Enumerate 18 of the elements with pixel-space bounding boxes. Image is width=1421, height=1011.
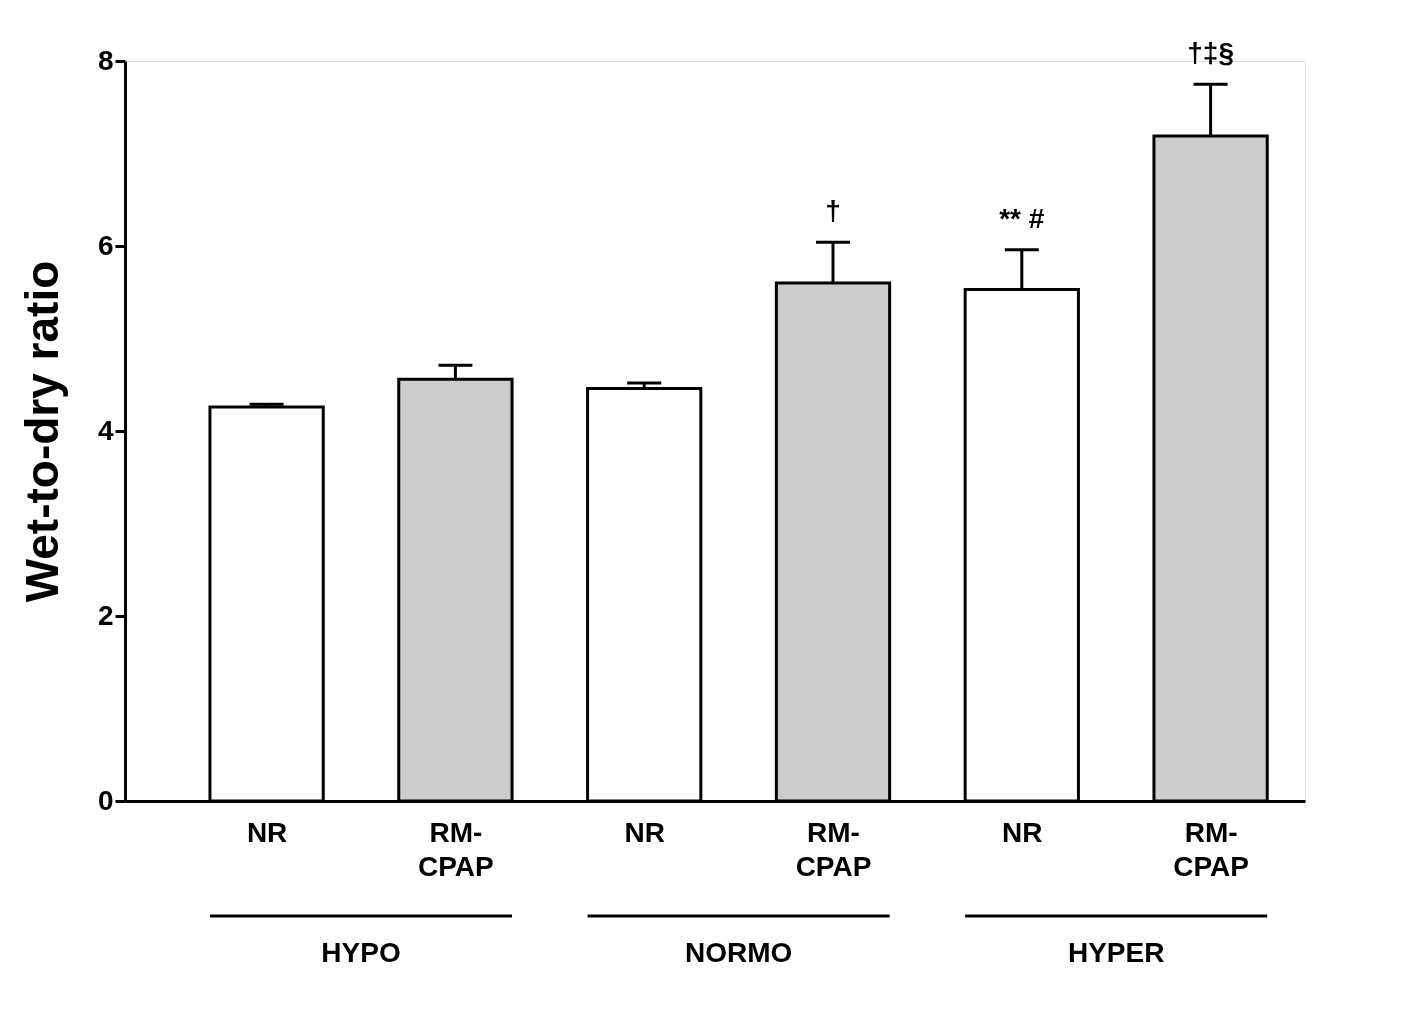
text: HYPO bbox=[321, 937, 401, 968]
x-tick-label: NR bbox=[1002, 816, 1043, 848]
y-axis-title: Wet-to-dry ratio bbox=[15, 260, 68, 603]
y-tick-label: 4 bbox=[97, 414, 114, 446]
y-tick-label: 6 bbox=[97, 229, 114, 261]
text: HYPER bbox=[1067, 937, 1165, 968]
y-tick-label: 2 bbox=[97, 599, 114, 631]
x-tick-label: RM-CPAP bbox=[418, 816, 494, 882]
x-tick-label: RM-CPAP bbox=[795, 816, 872, 882]
annotation: ** # bbox=[999, 202, 1045, 234]
annotation: † bbox=[825, 195, 841, 227]
x-tick-label: NR bbox=[246, 816, 288, 848]
y-tick-label: 8 bbox=[97, 44, 114, 76]
x-tick-label: NR bbox=[624, 816, 665, 848]
y-tick-label: 0 bbox=[97, 784, 114, 816]
x-tick-label: RM-CPAP bbox=[1173, 816, 1249, 882]
annotation: †‡§ bbox=[1187, 37, 1234, 69]
text: NORMO bbox=[684, 937, 793, 968]
